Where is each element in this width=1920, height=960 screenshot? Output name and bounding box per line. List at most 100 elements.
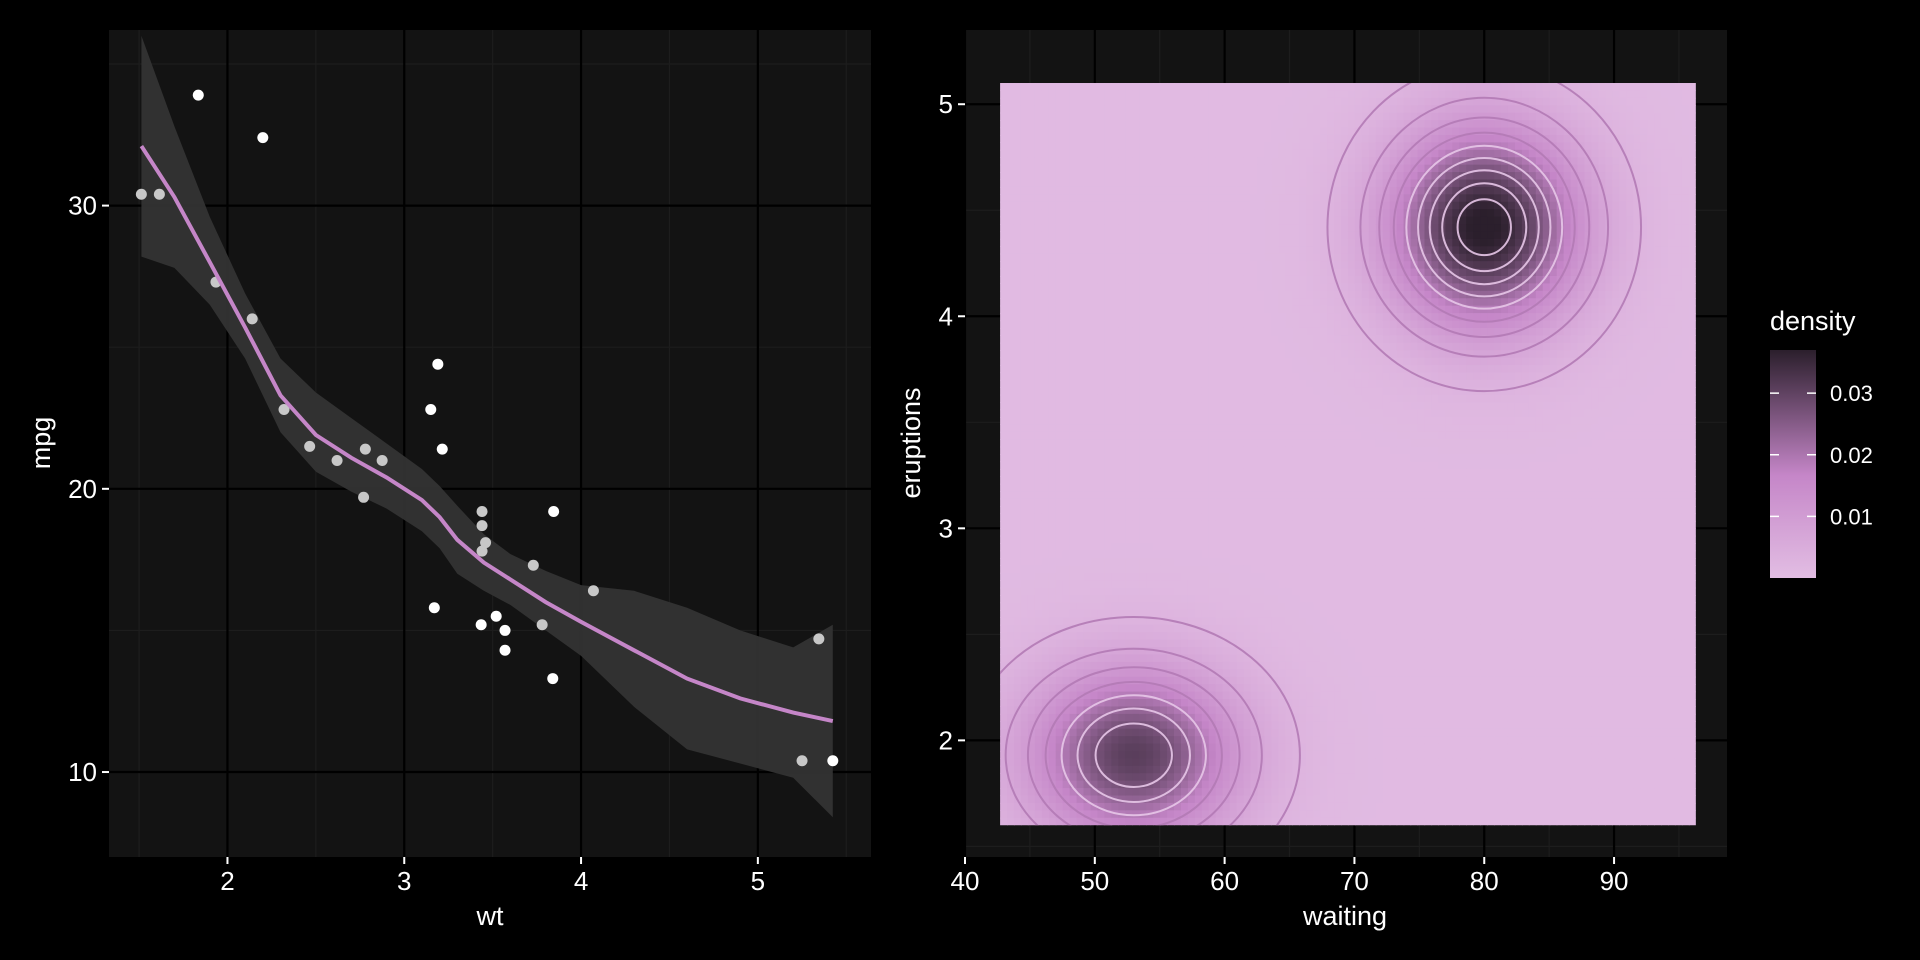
density-cell	[1236, 506, 1245, 515]
density-cell	[1320, 506, 1328, 515]
density-cell	[1285, 298, 1293, 307]
density-cell	[1048, 157, 1057, 166]
density-cell	[1007, 379, 1015, 388]
data-point	[475, 619, 487, 631]
density-cell	[1278, 647, 1286, 656]
density-cell	[1292, 706, 1300, 715]
density-cell	[1000, 216, 1008, 225]
density-cell	[1090, 209, 1099, 218]
density-cell	[1097, 350, 1106, 359]
density-cell	[1062, 431, 1071, 440]
density-cell	[1250, 550, 1259, 559]
density-cell	[1257, 788, 1266, 797]
density-cell	[1299, 261, 1307, 270]
density-cell	[1306, 558, 1314, 567]
density-cell	[1118, 283, 1126, 292]
density-cell	[1153, 513, 1161, 522]
density-cell	[1125, 498, 1133, 507]
density-cell	[1222, 186, 1231, 195]
density-cell	[1271, 520, 1279, 529]
density-cell	[1167, 365, 1175, 374]
density-cell	[1055, 773, 1064, 782]
density-cell	[1201, 617, 1210, 626]
density-cell	[1160, 587, 1168, 596]
density-cell	[1118, 298, 1126, 307]
density-cell	[1257, 476, 1266, 485]
density-cell	[1180, 431, 1189, 440]
density-cell	[1292, 647, 1300, 656]
density-cell	[1327, 320, 1335, 329]
density-cell	[1250, 246, 1259, 255]
density-cell	[1243, 647, 1252, 656]
density-cell	[1208, 120, 1217, 129]
density-cell	[1160, 713, 1168, 722]
density-cell	[1000, 268, 1008, 277]
density-cell	[1111, 201, 1119, 210]
density-cell	[1111, 127, 1119, 136]
density-cell	[1236, 550, 1245, 559]
density-cell	[1327, 157, 1335, 166]
density-cell	[1062, 706, 1071, 715]
density-cell	[1118, 580, 1126, 589]
density-cell	[1097, 780, 1106, 789]
density-cell	[1013, 409, 1022, 418]
density-cell	[1090, 365, 1099, 374]
density-cell	[1153, 365, 1161, 374]
density-cell	[1118, 335, 1126, 344]
density-cell	[1132, 142, 1140, 151]
density-cell	[1201, 810, 1210, 819]
density-cell	[1097, 327, 1106, 336]
density-cell	[1327, 201, 1335, 210]
density-cell	[1174, 231, 1182, 240]
density-cell	[1146, 654, 1154, 663]
density-cell	[1146, 134, 1154, 143]
density-cell	[1306, 83, 1314, 92]
density-cell	[1020, 743, 1029, 752]
density-cell	[1083, 765, 1092, 774]
density-cell	[1020, 365, 1029, 374]
density-cell	[1229, 313, 1238, 322]
density-cell	[1104, 431, 1112, 440]
density-cell	[1167, 379, 1175, 388]
density-cell	[1285, 795, 1293, 804]
density-cell	[1048, 120, 1057, 129]
density-cell	[1201, 543, 1210, 552]
density-cell	[1062, 186, 1071, 195]
density-cell	[1313, 654, 1321, 663]
density-cell	[1250, 602, 1259, 611]
density-cell	[1229, 335, 1238, 344]
density-cell	[1027, 520, 1036, 529]
density-cell	[1292, 439, 1300, 448]
density-cell	[1000, 431, 1008, 440]
density-cell	[1215, 750, 1224, 759]
density-cell	[1000, 446, 1008, 455]
density-cell	[1027, 387, 1036, 396]
density-cell	[1139, 253, 1147, 262]
density-cell	[1292, 313, 1300, 322]
density-cell	[1034, 758, 1043, 767]
density-cell	[1187, 283, 1196, 292]
density-cell	[1299, 90, 1307, 99]
density-cell	[1236, 602, 1245, 611]
density-cell	[1299, 172, 1307, 181]
density-cell	[1055, 83, 1064, 92]
density-cell	[1139, 461, 1147, 470]
density-cell	[1097, 431, 1106, 440]
density-cell	[1208, 699, 1217, 708]
density-cell	[1264, 454, 1273, 463]
density-cell	[1215, 409, 1224, 418]
density-cell	[1320, 142, 1328, 151]
density-cell	[1132, 602, 1140, 611]
density-cell	[1090, 246, 1099, 255]
density-cell	[1257, 290, 1266, 299]
density-cell	[1229, 357, 1238, 366]
density-cell	[1250, 721, 1259, 730]
density-cell	[1062, 580, 1071, 589]
density-cell	[1313, 261, 1321, 270]
density-cell	[1257, 424, 1266, 433]
density-cell	[1090, 528, 1099, 537]
density-cell	[1313, 157, 1321, 166]
density-cell	[1208, 283, 1217, 292]
density-cell	[1222, 572, 1231, 581]
density-cell	[1306, 149, 1314, 158]
